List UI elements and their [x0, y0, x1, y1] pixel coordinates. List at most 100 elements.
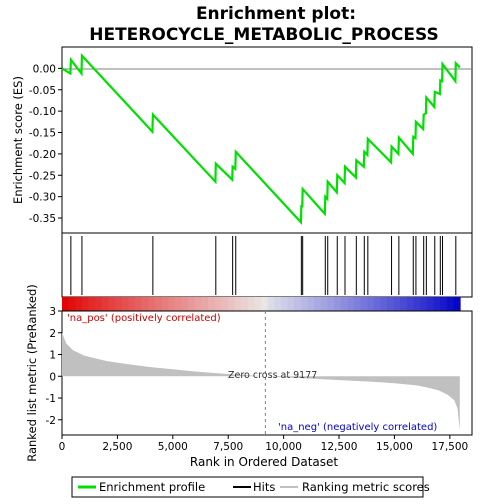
- rank-color-segment: [413, 297, 421, 311]
- rank-color-segment: [261, 297, 269, 311]
- rank-color-segment: [440, 297, 448, 311]
- rank-color-segment: [207, 297, 216, 311]
- rank-color-segment: [194, 297, 202, 311]
- rank-color-segment: [108, 297, 116, 311]
- rank-color-segment: [62, 297, 70, 311]
- rank-color-segment: [161, 297, 169, 311]
- rank-color-segment: [287, 297, 295, 311]
- es-y-tick-label: -0.05: [29, 85, 56, 97]
- rank-color-segment: [307, 297, 315, 311]
- rank-color-segment: [347, 297, 355, 311]
- rank-color-segment: [393, 297, 401, 311]
- rank-color-segment: [148, 297, 156, 311]
- es-panel: 0.00-0.05-0.10-0.15-0.20-0.25-0.30-0.35 …: [11, 46, 473, 234]
- rank-color-segment: [128, 297, 136, 311]
- metric-y-tick-label: -2: [46, 415, 56, 427]
- metric-y-axis-label: Ranked list metric (PreRanked): [25, 284, 39, 462]
- rank-color-segment: [101, 297, 110, 311]
- rank-color-segment: [320, 297, 328, 311]
- es-y-ticks: 0.00 -0.05 -0.10 -0.15 -0.20 -0.25 -0.30 -0.35: [29, 63, 62, 225]
- es-y-axis-label: Enrichment score (ES): [11, 76, 25, 204]
- metric-y-tick-label: 1: [49, 350, 56, 362]
- metric-panel: 3 2 1 0 -1 -2 0 2,500 5,000 7,500 10,000 12,500 15,…: [25, 284, 473, 469]
- rank-color-segment: [181, 297, 189, 311]
- hits-panel: [61, 232, 473, 298]
- metric-area: [62, 332, 460, 431]
- rank-color-segment: [294, 297, 302, 311]
- rank-color-segment: [75, 297, 83, 311]
- hits-frame: [61, 232, 473, 298]
- rank-color-segment: [254, 297, 262, 311]
- legend-enrichment-label: Enrichment profile: [99, 480, 205, 494]
- metric-y-tick-label: 0: [49, 371, 56, 383]
- rank-color-segment: [446, 297, 454, 311]
- rank-color-segment: [247, 297, 255, 311]
- rank-color-segment: [115, 297, 123, 311]
- rank-color-segment: [154, 297, 163, 311]
- pos-correlated-label: 'na_pos' (positively correlated): [67, 313, 221, 324]
- es-plot-frame: [61, 46, 473, 234]
- rank-color-segment: [373, 297, 382, 311]
- es-y-tick-label: -0.10: [29, 106, 56, 118]
- rank-color-segment: [134, 297, 143, 311]
- rank-color-segment: [201, 297, 209, 311]
- rank-color-segment: [333, 297, 342, 311]
- es-y-tick-label: -0.30: [29, 192, 56, 204]
- rank-color-segment: [81, 297, 90, 311]
- neg-correlated-label: 'na_neg' (negatively correlated): [278, 422, 437, 433]
- x-tick-label: 15,000: [376, 441, 413, 453]
- metric-y-tick-label: 3: [49, 306, 56, 318]
- rank-color-segment: [274, 297, 282, 311]
- rank-color-segment: [95, 297, 103, 311]
- es-y-tick-label: -0.20: [29, 149, 56, 161]
- metric-y-tick-label: 2: [49, 328, 56, 340]
- rank-color-segment: [353, 297, 362, 311]
- rank-color-segment: [300, 297, 309, 311]
- rank-color-segment: [380, 297, 388, 311]
- es-y-tick-label: -0.35: [29, 213, 56, 225]
- zero-cross-label: Zero cross at 9177: [228, 370, 317, 381]
- es-y-tick-label: -0.15: [29, 128, 56, 140]
- x-tick-label: 5,000: [158, 441, 188, 453]
- metric-x-ticks: 0 2,500 5,000 7,500 10,000 12,500 15,000 17,500: [59, 435, 468, 453]
- rank-color-segment: [406, 297, 415, 311]
- rank-color-segment: [420, 297, 428, 311]
- metric-y-ticks: 3 2 1 0 -1 -2: [46, 306, 62, 427]
- rank-color-segment: [367, 297, 375, 311]
- es-y-tick-label: 0.00: [33, 63, 56, 75]
- plot-title-line2: HETEROCYCLE_METABOLIC_PROCESS: [89, 25, 439, 45]
- rank-color-segment: [227, 297, 236, 311]
- rank-color-segment: [188, 297, 196, 311]
- x-tick-label: 0: [59, 441, 66, 453]
- rank-color-segment: [214, 297, 222, 311]
- rank-color-segment: [280, 297, 289, 311]
- x-tick-label: 17,500: [431, 441, 468, 453]
- x-tick-label: 12,500: [321, 441, 358, 453]
- rank-color-bar: [62, 297, 461, 311]
- rank-color-segment: [426, 297, 435, 311]
- rank-color-segment: [121, 297, 129, 311]
- rank-color-segment: [453, 297, 461, 311]
- legend-hits-label: Hits: [253, 480, 275, 494]
- legend: Enrichment profile Hits Ranking metric s…: [71, 476, 430, 498]
- x-tick-label: 2,500: [102, 441, 132, 453]
- rank-color-segment: [387, 297, 395, 311]
- rank-color-segment: [174, 297, 183, 311]
- x-tick-label: 10,000: [265, 441, 302, 453]
- rank-color-segment: [327, 297, 335, 311]
- es-y-tick-label: -0.25: [29, 170, 56, 182]
- es-line: [61, 52, 461, 226]
- rank-color-segment: [88, 297, 96, 311]
- rank-color-segment: [267, 297, 275, 311]
- hit-lines: [70, 236, 457, 295]
- rank-color-segment: [360, 297, 368, 311]
- rank-color-segment: [168, 297, 176, 311]
- rank-color-segment: [340, 297, 348, 311]
- x-tick-label: 7,500: [213, 441, 243, 453]
- rank-color-segment: [141, 297, 149, 311]
- rank-color-segment: [221, 297, 229, 311]
- rank-color-segment: [314, 297, 322, 311]
- rank-color-segment: [234, 297, 242, 311]
- rank-color-segment: [400, 297, 408, 311]
